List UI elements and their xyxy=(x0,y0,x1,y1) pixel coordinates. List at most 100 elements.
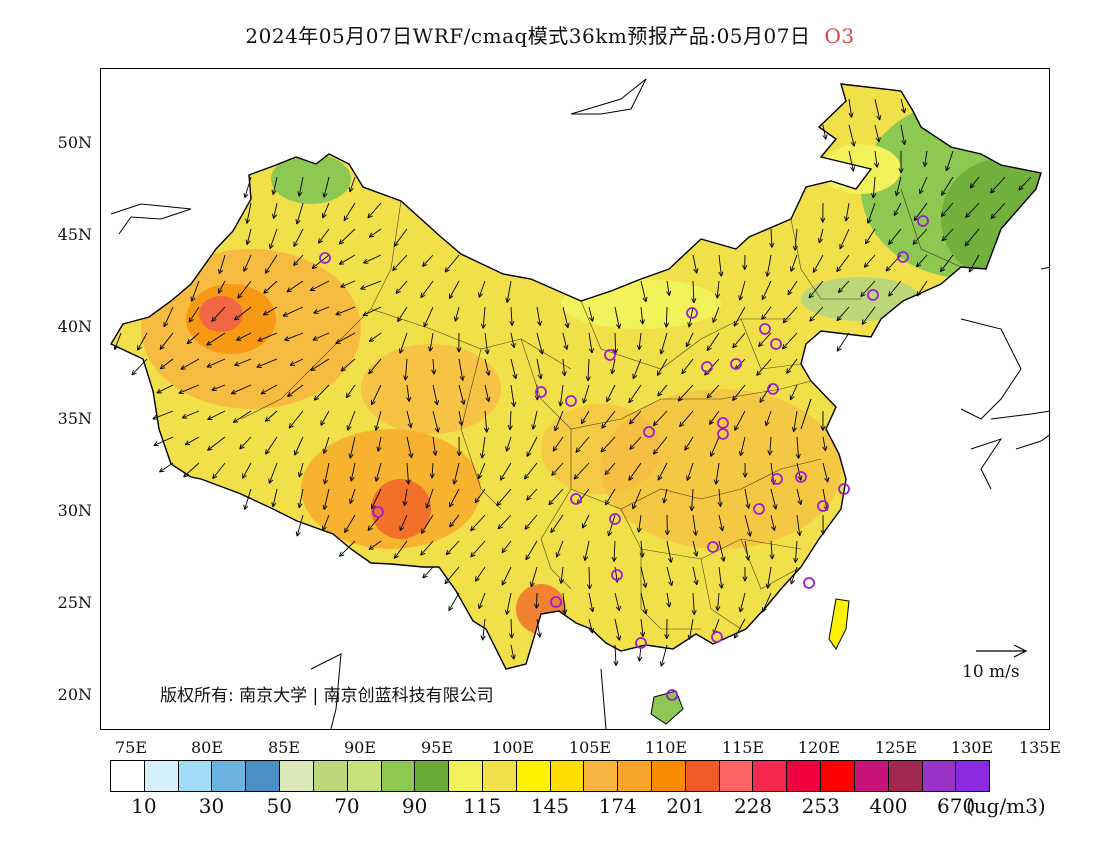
station-marker xyxy=(701,361,713,373)
colorbar-unit: (ug/m3) xyxy=(966,794,1046,818)
colorbar-swatch xyxy=(652,761,686,791)
lon-label-125e: 125E xyxy=(874,738,918,757)
wind-arrow xyxy=(822,124,828,140)
wind-arrow xyxy=(312,332,330,341)
wind-arrow xyxy=(863,254,876,268)
station-marker xyxy=(570,493,582,505)
wind-arrow xyxy=(346,410,356,431)
wind-arrow xyxy=(453,306,460,322)
wind-arrow xyxy=(628,384,642,404)
wind-arrow xyxy=(718,514,725,532)
wind-arrow xyxy=(294,436,304,456)
wind-arrow xyxy=(912,228,928,245)
wind-reference-arrow xyxy=(976,644,1028,658)
colorbar-tick-label: 400 xyxy=(869,794,908,818)
wind-arrow xyxy=(423,306,434,328)
wind-arrow xyxy=(186,332,200,345)
station-marker xyxy=(838,483,850,495)
wind-arrow xyxy=(796,514,802,537)
wind-arrow xyxy=(340,358,356,372)
wind-arrow xyxy=(866,202,876,224)
wind-arrow xyxy=(159,358,174,370)
station-markers xyxy=(319,215,929,701)
wind-arrow xyxy=(297,488,304,509)
wind-arrow xyxy=(812,254,824,273)
station-marker xyxy=(535,386,547,398)
wind-arrow xyxy=(687,618,694,640)
wind-arrow xyxy=(548,488,564,506)
colorbar-swatch xyxy=(618,761,652,791)
wind-arrow xyxy=(480,436,486,459)
wind-arrow xyxy=(756,358,772,376)
wind-arrow xyxy=(781,332,798,350)
colorbar-tick-label: 30 xyxy=(198,794,225,818)
wind-arrow xyxy=(636,332,643,350)
ozone-map xyxy=(110,78,1049,729)
lat-label-40n: 40N xyxy=(57,317,92,336)
station-marker xyxy=(550,596,562,608)
colorbar-swatch xyxy=(415,761,450,791)
wind-arrow xyxy=(969,176,980,189)
wind-arrow xyxy=(732,384,746,401)
wind-arrow xyxy=(257,332,278,342)
wind-arrow xyxy=(313,384,330,401)
colorbar-swatch xyxy=(922,761,957,791)
wind-arrow xyxy=(837,280,850,294)
wind-arrow xyxy=(349,462,356,482)
wind-arrow xyxy=(715,280,721,299)
wind-arrow xyxy=(836,306,850,322)
wind-arrow xyxy=(322,462,330,485)
wind-arrow xyxy=(686,462,694,481)
station-marker xyxy=(795,471,807,483)
station-marker xyxy=(711,631,723,643)
wind-arrow xyxy=(510,332,516,349)
wind-arrow xyxy=(664,514,670,536)
lon-label-75e: 75E xyxy=(114,738,148,757)
wind-arrow xyxy=(848,124,856,147)
wind-arrow xyxy=(321,514,330,531)
wind-arrow xyxy=(293,254,304,267)
wind-arrow xyxy=(287,384,304,397)
wind-arrow xyxy=(706,332,720,352)
wind-arrow xyxy=(245,228,252,245)
wind-arrow xyxy=(712,306,720,323)
wind-arrow xyxy=(393,228,408,247)
wind-arrow xyxy=(588,306,595,322)
wind-arrow xyxy=(289,358,304,366)
wind-arrow xyxy=(368,358,382,375)
wind-arrow xyxy=(242,462,252,479)
wind-arrow xyxy=(808,280,824,299)
wind-arrow xyxy=(786,358,798,374)
wind-arrow xyxy=(664,618,670,640)
wind-arrow xyxy=(159,462,174,473)
wind-arrow xyxy=(297,176,304,197)
wind-arrow xyxy=(282,306,304,317)
wind-arrow xyxy=(526,488,538,501)
wind-arrow xyxy=(552,436,564,452)
wind-arrow xyxy=(554,410,564,432)
wind-arrow xyxy=(405,462,411,485)
wind-arrow xyxy=(184,436,200,446)
wind-arrow xyxy=(744,540,751,561)
wind-arrow xyxy=(561,358,567,377)
wind-arrow xyxy=(322,436,330,454)
colorbar-tick-label: 90 xyxy=(401,794,428,818)
colorbar-tick-label: 228 xyxy=(733,794,773,818)
wind-arrow xyxy=(368,228,382,238)
wind-arrow xyxy=(218,254,226,275)
colorbar-tick-label: 50 xyxy=(266,794,292,818)
wind-arrow xyxy=(344,514,356,534)
wind-arrow xyxy=(790,566,798,585)
wind-arrow xyxy=(505,280,512,303)
wind-arrow xyxy=(614,618,622,641)
wind-arrow xyxy=(874,150,880,168)
wind-arrow xyxy=(692,514,698,536)
wind-arrow xyxy=(256,358,278,368)
wind-arrow xyxy=(770,488,778,510)
wind-arrow xyxy=(536,306,543,326)
wind-arrow xyxy=(607,514,616,537)
colorbar-swatch xyxy=(381,761,416,791)
wind-arrow xyxy=(343,202,356,222)
wind-arrow xyxy=(636,514,642,533)
wind-arrow xyxy=(480,306,487,329)
